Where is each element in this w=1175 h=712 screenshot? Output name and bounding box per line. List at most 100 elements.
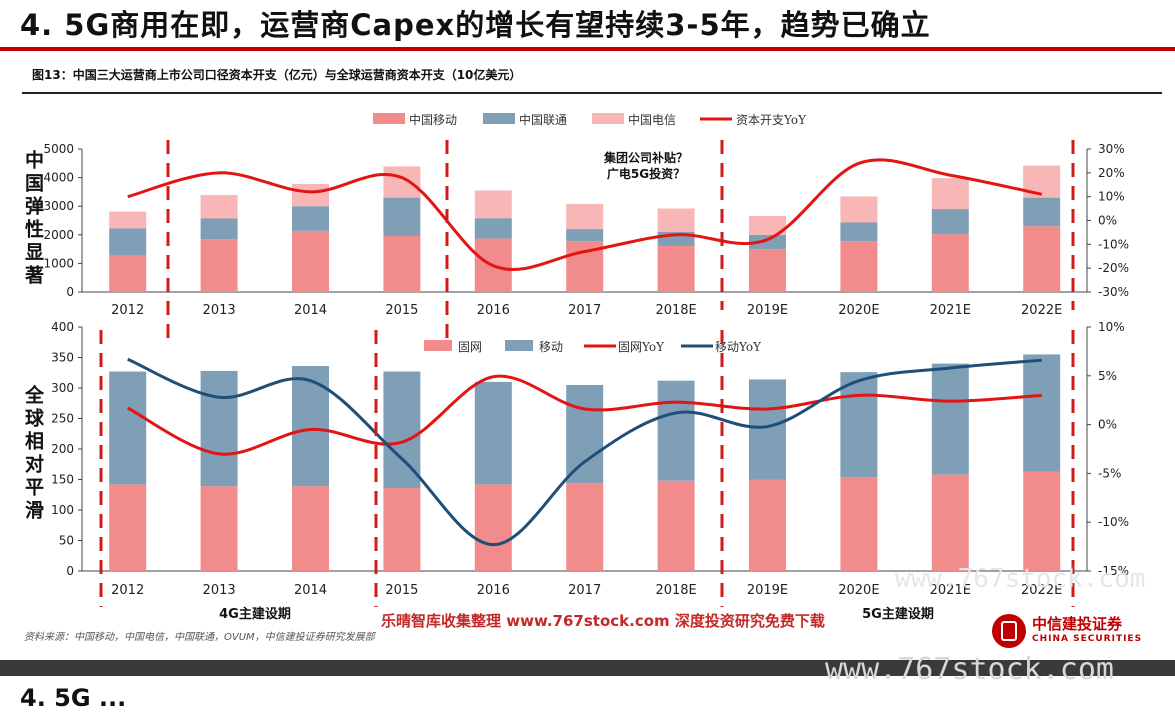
- bar-中国联通-2017: [566, 229, 604, 242]
- x-tick-label: 2020E: [838, 303, 879, 318]
- bar-中国移动-2021E: [931, 234, 969, 292]
- y-tick-label: 0: [66, 285, 74, 299]
- legend-label: 资本开支YoY: [736, 113, 807, 127]
- bar-中国电信-2018E: [657, 208, 695, 232]
- x-tick-label: 2016: [477, 303, 510, 318]
- x-tick-label: 2017: [568, 303, 601, 318]
- x-tick-label: 2018E: [655, 583, 696, 598]
- annotation-line-2: 广电5G投资？: [607, 166, 685, 181]
- y2-tick-label: 10%: [1098, 320, 1125, 334]
- bar-中国联通-2013: [200, 218, 238, 240]
- bar-固网-2018E: [657, 480, 695, 571]
- figure-caption-rule: [22, 92, 1162, 94]
- bar-中国电信-2014: [292, 183, 329, 207]
- bar-中国联通-2015: [383, 197, 421, 236]
- y2-tick-label: 10%: [1098, 190, 1125, 204]
- bar-中国移动-2018E: [657, 245, 695, 292]
- logo-en-text: CHINA SECURITIES: [1032, 634, 1143, 644]
- bottom-side-label: 全球相对平滑: [22, 385, 44, 523]
- bar-移动-2014: [292, 366, 329, 487]
- x-tick-label: 2022E: [1021, 303, 1062, 318]
- y2-tick-label: 0%: [1098, 418, 1117, 432]
- x-tick-label: 2014: [294, 583, 327, 598]
- bar-中国联通-2019E: [749, 234, 786, 250]
- bar-中国移动-2012: [109, 255, 147, 292]
- line-资本开支YoY: [127, 158, 1043, 271]
- next-slide-title: 4. 5G ...: [20, 684, 127, 712]
- x-tick-label: 2013: [203, 303, 236, 318]
- bar-移动-2015: [383, 371, 421, 489]
- legend-label: 中国移动: [409, 112, 457, 127]
- line-移动YoY: [127, 357, 1042, 547]
- period-5g-label: 5G主建设期: [862, 606, 934, 622]
- bar-移动-2019E: [749, 379, 786, 480]
- bar-固网-2020E: [840, 477, 878, 571]
- x-tick-label: 2014: [294, 303, 327, 318]
- y2-tick-label: -10%: [1098, 515, 1129, 529]
- y2-tick-label: 0%: [1098, 214, 1117, 228]
- title-rule: [0, 47, 1175, 51]
- bar-移动-2017: [566, 384, 604, 484]
- source-note: 资料来源：中国移动，中国电信，中国联通，OVUM，中信建投证券研究发展部: [24, 632, 375, 643]
- bar-中国移动-2013: [200, 239, 238, 292]
- bar-固网-2012: [109, 484, 147, 571]
- annotation-line-1: 集团公司补贴？: [603, 150, 688, 165]
- figure-caption: 图13：中国三大运营商上市公司口径资本开支（亿元）与全球运营商资本开支（10亿美…: [32, 68, 522, 82]
- legend-label: 中国联通: [519, 112, 567, 127]
- y-tick-label: 0: [66, 564, 74, 578]
- bar-移动-2021E: [931, 363, 969, 475]
- global-capex-chart: 0 50 100 150 200 250 300 350 400 -15% -10% -5% 0% 5% 1…: [51, 320, 1129, 598]
- x-tick-label: 2015: [385, 583, 418, 598]
- x-tick-label: 2018E: [655, 303, 696, 318]
- x-tick-label: 2019E: [747, 303, 788, 318]
- y-tick-label: 400: [51, 320, 74, 334]
- logo-emblem-icon: [992, 614, 1026, 648]
- bar-固网-2019E: [749, 479, 786, 571]
- legend-label: 中国电信: [628, 112, 676, 127]
- y-tick-label: 100: [51, 503, 74, 517]
- y-tick-label: 1000: [43, 256, 74, 270]
- bar-移动-2013: [200, 370, 238, 487]
- bar-中国电信-2020E: [840, 196, 878, 223]
- legend-label: 移动: [539, 340, 563, 354]
- y2-tick-label: 5%: [1098, 369, 1117, 383]
- bar-移动-2022E: [1023, 354, 1061, 472]
- bar-固网-2015: [383, 488, 421, 571]
- bar-固网-2017: [566, 483, 604, 571]
- legend-swatch: [424, 340, 452, 351]
- bottom-band: [0, 660, 1175, 676]
- bar-中国联通-2016: [474, 218, 512, 239]
- y-tick-label: 5000: [43, 142, 74, 156]
- bar-移动-2012: [109, 371, 147, 485]
- bar-固网-2013: [200, 486, 238, 571]
- watermark-url-1: www.767stock.com: [895, 564, 1146, 594]
- bar-中国电信-2019E: [749, 215, 786, 235]
- x-tick-label: 2012: [111, 303, 144, 318]
- bar-固网-2021E: [931, 474, 969, 571]
- y-tick-label: 350: [51, 351, 74, 365]
- x-tick-label: 2021E: [930, 303, 971, 318]
- y-tick-label: 3000: [43, 199, 74, 213]
- period-4g-label: 4G主建设期: [219, 606, 291, 622]
- legend-swatch: [373, 113, 405, 124]
- bar-中国联通-2014: [292, 206, 329, 231]
- slide-title: 4. 5G商用在即，运营商Capex的增长有望持续3-5年，趋势已确立: [20, 8, 931, 42]
- legend-label: 移动YoY: [715, 340, 762, 354]
- x-tick-label: 2017: [568, 583, 601, 598]
- x-tick-label: 2019E: [747, 583, 788, 598]
- legend-label: 固网: [458, 340, 482, 354]
- y-tick-label: 200: [51, 442, 74, 456]
- bar-移动-2020E: [840, 372, 878, 478]
- bar-中国电信-2013: [200, 195, 238, 219]
- bar-中国联通-2020E: [840, 222, 878, 242]
- legend-label: 固网YoY: [618, 340, 665, 354]
- x-tick-label: 2012: [111, 583, 144, 598]
- y2-tick-label: -5%: [1098, 466, 1121, 480]
- bar-中国移动-2014: [292, 230, 329, 292]
- bar-中国移动-2015: [383, 235, 421, 292]
- watermark-url-2: www.767stock.com: [825, 652, 1114, 687]
- bar-中国电信-2012: [109, 211, 147, 229]
- x-tick-label: 2016: [477, 583, 510, 598]
- top-side-label: 中国弹性显著: [22, 150, 44, 288]
- bar-中国电信-2015: [383, 166, 421, 198]
